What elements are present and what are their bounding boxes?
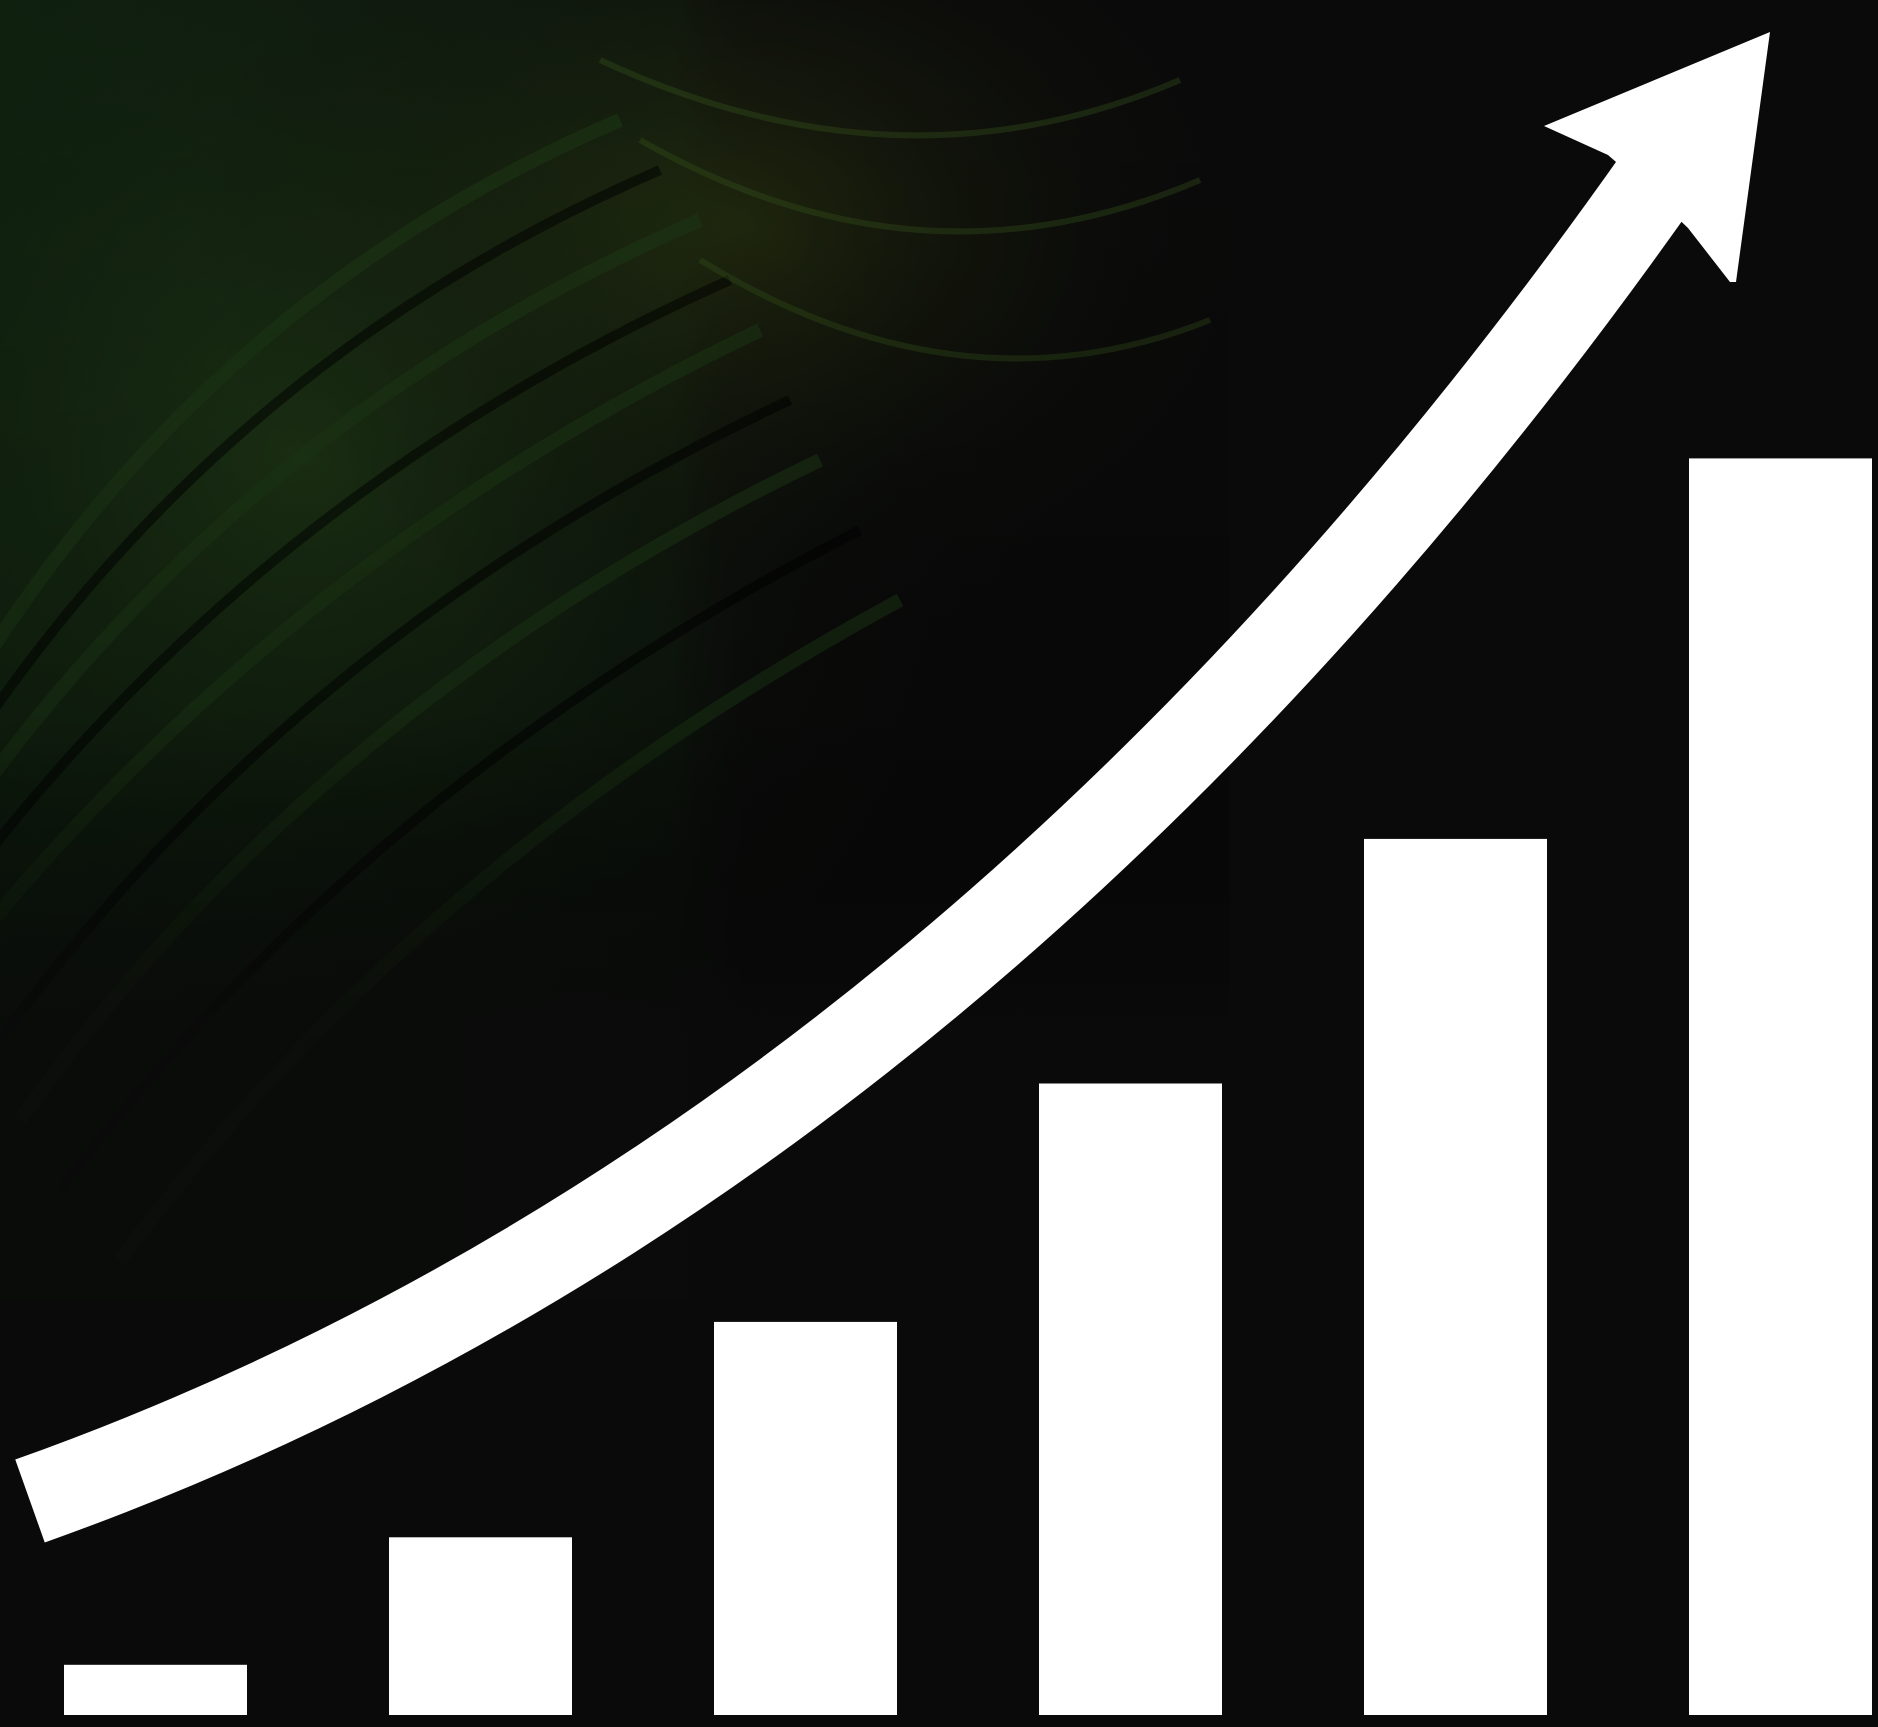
bar-6: [1689, 458, 1872, 1715]
bar-1: [64, 1664, 247, 1715]
trend-arrow-icon: [15, 32, 1770, 1543]
bar-2: [389, 1537, 572, 1715]
bars-group: [64, 458, 1872, 1715]
bar-5: [1364, 838, 1547, 1715]
bar-3: [714, 1321, 897, 1715]
bar-4: [1039, 1083, 1222, 1715]
